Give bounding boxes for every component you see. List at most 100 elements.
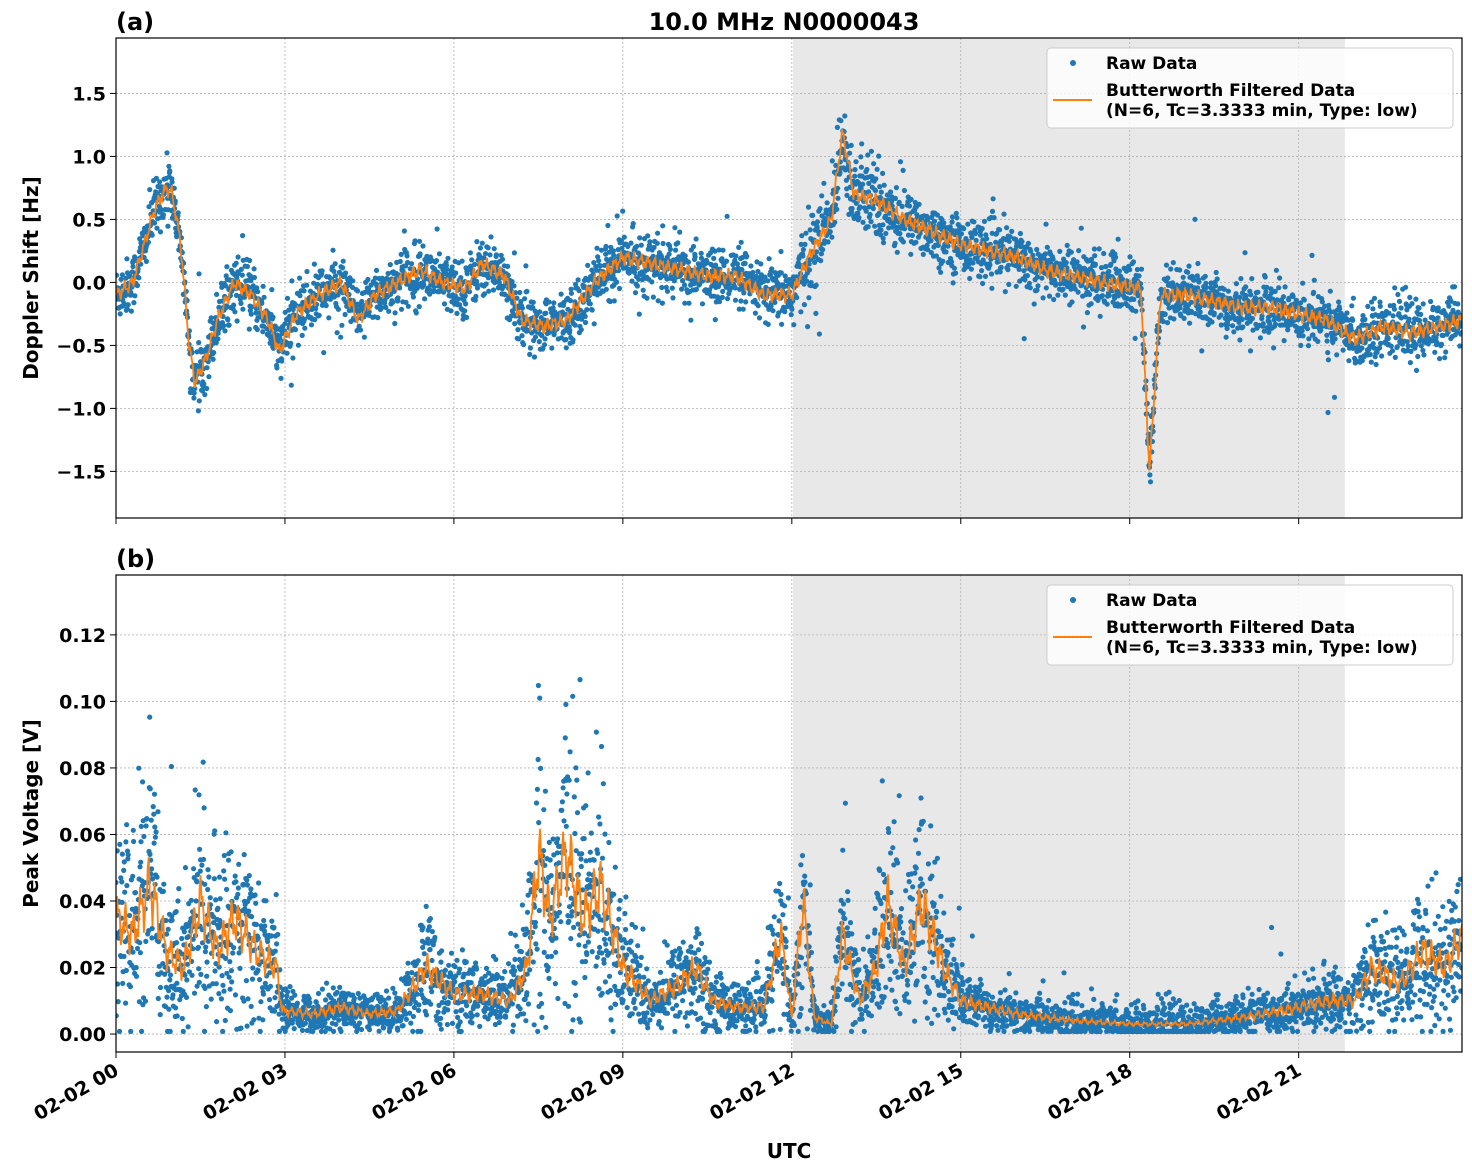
- raw-data-point: [582, 319, 589, 326]
- raw-data-point: [195, 408, 201, 414]
- raw-data-point: [860, 181, 866, 187]
- raw-data-point: [848, 142, 854, 148]
- raw-data-point: [909, 232, 916, 238]
- raw-data-point: [765, 321, 771, 327]
- raw-data-point: [260, 1017, 266, 1023]
- raw-data-point: [1147, 479, 1154, 485]
- raw-data-point: [518, 299, 524, 305]
- raw-data-point: [936, 265, 942, 271]
- raw-data-point: [322, 1020, 328, 1026]
- raw-data-point: [326, 315, 332, 321]
- raw-data-point: [856, 215, 862, 221]
- raw-data-point: [164, 150, 170, 156]
- raw-data-point: [121, 867, 127, 874]
- raw-data-point: [256, 880, 262, 886]
- raw-data-point: [969, 234, 975, 240]
- raw-data-point: [1344, 341, 1350, 348]
- raw-data-point: [1095, 297, 1101, 303]
- raw-data-point: [834, 124, 841, 130]
- raw-data-point: [410, 294, 416, 300]
- raw-data-point: [726, 280, 732, 286]
- raw-data-point: [477, 245, 483, 251]
- raw-data-point: [897, 230, 903, 237]
- raw-data-point: [931, 218, 938, 224]
- raw-data-point: [342, 311, 348, 318]
- raw-data-point: [984, 236, 990, 242]
- raw-data-point: [1432, 349, 1438, 355]
- raw-data-point: [124, 883, 130, 889]
- raw-data-point: [1346, 358, 1352, 364]
- raw-data-point: [1131, 296, 1137, 302]
- raw-data-point: [194, 983, 200, 989]
- raw-data-point: [260, 991, 266, 997]
- raw-data-point: [977, 274, 983, 280]
- raw-data-point: [271, 924, 277, 931]
- raw-data-point: [1016, 266, 1022, 272]
- raw-data-point: [332, 273, 339, 279]
- raw-data-point: [201, 381, 207, 387]
- raw-data-point: [950, 280, 956, 286]
- raw-data-point: [630, 221, 636, 227]
- raw-data-point: [628, 240, 634, 246]
- y-tick-label: 0.0: [72, 272, 106, 294]
- raw-data-point: [235, 891, 241, 897]
- raw-data-point: [1093, 287, 1099, 294]
- raw-data-point: [130, 873, 136, 879]
- raw-data-point: [196, 271, 202, 277]
- raw-data-point: [1306, 336, 1312, 342]
- raw-data-point: [334, 330, 340, 336]
- raw-data-point: [991, 215, 997, 221]
- raw-data-point: [216, 991, 222, 997]
- raw-data-point: [379, 305, 385, 311]
- raw-data-point: [515, 327, 521, 333]
- raw-data-point: [1428, 298, 1434, 305]
- raw-data-point: [1162, 311, 1168, 317]
- raw-data-point: [778, 270, 784, 276]
- raw-data-point: [167, 168, 173, 174]
- raw-data-point: [1369, 299, 1375, 305]
- raw-data-point: [692, 254, 698, 260]
- raw-data-point: [1264, 284, 1270, 290]
- raw-data-point: [490, 287, 497, 293]
- raw-data-point: [1087, 291, 1093, 297]
- raw-data-point: [1337, 306, 1343, 312]
- raw-data-point: [943, 249, 949, 255]
- raw-data-point: [660, 223, 666, 229]
- raw-data-point: [249, 976, 256, 982]
- raw-data-point: [688, 317, 694, 323]
- x-tick-label: 02-02 12: [706, 1059, 798, 1125]
- raw-data-point: [654, 240, 660, 246]
- raw-data-point: [403, 299, 409, 305]
- raw-data-point: [191, 395, 197, 401]
- raw-data-point: [770, 308, 776, 314]
- raw-data-point: [221, 988, 227, 994]
- raw-data-point: [259, 300, 265, 306]
- raw-data-point: [1243, 284, 1249, 290]
- raw-data-point: [449, 264, 455, 270]
- raw-data-point: [1069, 299, 1075, 305]
- raw-data-point: [137, 864, 143, 870]
- raw-data-point: [255, 967, 261, 973]
- raw-data-point: [127, 984, 133, 990]
- raw-data-point: [1168, 266, 1174, 272]
- raw-data-point: [1392, 354, 1398, 360]
- raw-data-point: [1304, 322, 1310, 328]
- raw-data-point: [166, 1006, 172, 1012]
- raw-data-point: [1199, 348, 1205, 354]
- raw-data-point: [222, 876, 228, 882]
- raw-data-point: [160, 540, 165, 545]
- raw-data-point: [124, 306, 130, 312]
- raw-data-point: [732, 285, 738, 291]
- raw-data-point: [301, 316, 307, 322]
- raw-data-point: [262, 923, 268, 929]
- raw-data-point: [1007, 234, 1013, 240]
- raw-data-point: [1088, 301, 1094, 307]
- raw-data-point: [267, 983, 274, 989]
- raw-data-point: [128, 1028, 134, 1034]
- raw-data-point: [1108, 261, 1114, 267]
- raw-data-point: [222, 328, 228, 334]
- raw-data-point: [372, 275, 378, 281]
- raw-data-point: [220, 1028, 226, 1034]
- raw-data-point: [426, 286, 432, 292]
- raw-data-point: [877, 184, 883, 190]
